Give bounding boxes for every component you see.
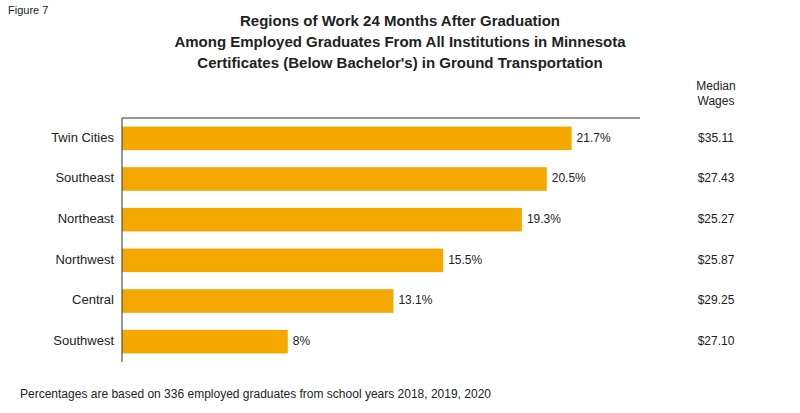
title-line: Among Employed Graduates From All Instit…: [174, 33, 626, 50]
data-label: 15.5%: [448, 253, 482, 267]
x-axis-line: [122, 118, 640, 119]
y-axis-line: [122, 118, 123, 362]
chart: Figure 7 Regions of Work 24 Months After …: [0, 0, 800, 413]
category-label: Central: [72, 292, 114, 307]
header-line: Median: [696, 79, 735, 93]
data-label: 13.1%: [398, 293, 432, 307]
bar: [122, 330, 288, 354]
title-line: Regions of Work 24 Months After Graduati…: [240, 12, 560, 29]
data-label: 19.3%: [527, 212, 561, 226]
median-wages-header: MedianWages: [696, 79, 735, 108]
category-label: Northwest: [55, 252, 114, 267]
bar: [122, 289, 393, 313]
median-wage: $29.25: [698, 293, 735, 307]
median-wage: $25.27: [698, 212, 735, 226]
footnote: Percentages are based on 336 employed gr…: [20, 387, 491, 401]
figure-label: Figure 7: [8, 4, 48, 16]
data-label: 21.7%: [577, 131, 611, 145]
data-label: 20.5%: [552, 171, 586, 185]
bar: [122, 249, 443, 273]
header-line: Wages: [698, 94, 735, 108]
bar: [122, 127, 572, 151]
category-label: Twin Cities: [51, 130, 114, 145]
bar: [122, 208, 522, 232]
data-label: 8%: [293, 334, 311, 348]
category-label: Southwest: [53, 333, 114, 348]
category-label: Southeast: [55, 170, 114, 185]
category-label: Northeast: [58, 211, 115, 226]
median-wage: $27.43: [698, 171, 735, 185]
title-line: Certificates (Below Bachelor's) in Groun…: [197, 54, 602, 71]
bars: [122, 127, 572, 354]
bar: [122, 167, 547, 191]
median-wage: $25.87: [698, 253, 735, 267]
median-wage: $27.10: [698, 334, 735, 348]
title: Regions of Work 24 Months After Graduati…: [174, 12, 626, 71]
median-wage: $35.11: [698, 131, 734, 145]
